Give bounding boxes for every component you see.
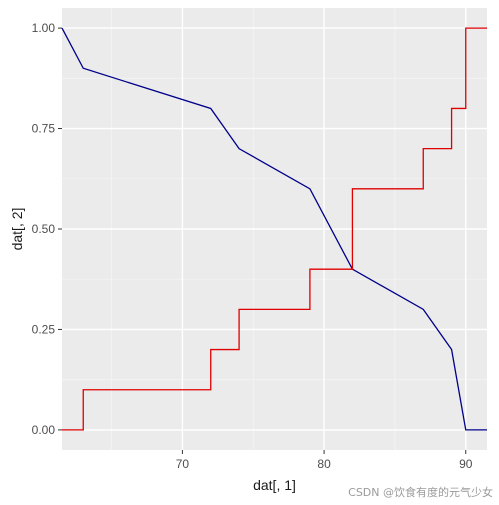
watermark: CSDN @饮食有度的元气少女 — [348, 486, 493, 499]
y-tick-label: 0.00 — [32, 423, 56, 437]
y-tick-label: 0.50 — [32, 222, 56, 236]
series-step-line — [62, 27, 487, 431]
series-layer — [61, 27, 487, 431]
grid-major — [62, 8, 487, 450]
y-tick-label: 0.25 — [32, 322, 56, 336]
series-line — [61, 27, 487, 431]
x-tick-label: 70 — [176, 457, 190, 471]
x-tick-label: 80 — [317, 457, 331, 471]
x-tick-label: 90 — [459, 457, 473, 471]
y-tick-label: 0.75 — [32, 122, 56, 136]
x-axis: 70 80 90 — [176, 450, 473, 471]
x-axis-title: dat[, 1] — [253, 477, 296, 493]
y-axis: 0.00 0.25 0.50 0.75 1.00 — [32, 21, 62, 437]
y-tick-label: 1.00 — [32, 21, 56, 35]
y-axis-title: dat[, 2] — [9, 208, 25, 251]
